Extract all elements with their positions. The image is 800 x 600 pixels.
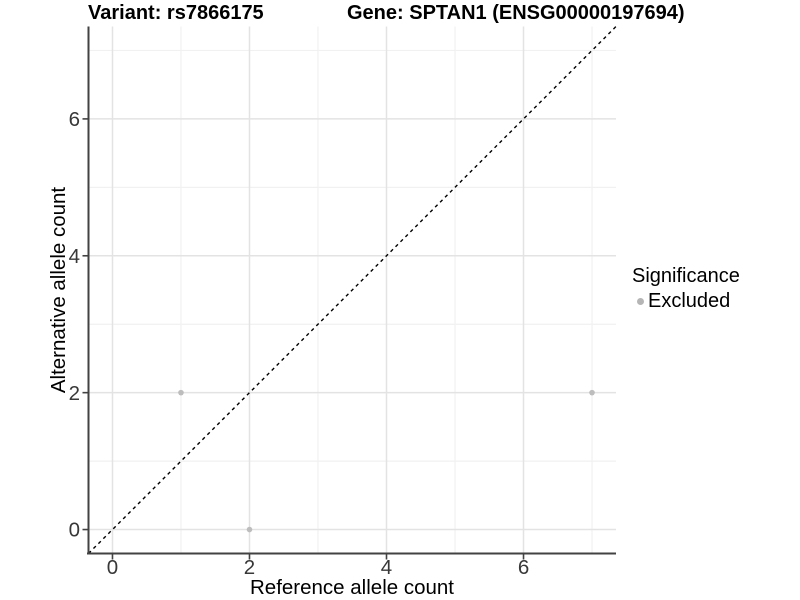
plot-title-variant: Variant: rs7866175	[88, 2, 264, 24]
y-tick-label: 0	[69, 519, 80, 542]
y-axis-title: Alternative allele count	[47, 186, 70, 394]
legend-title: Significance	[632, 265, 740, 287]
legend-item-excluded: Excluded	[632, 290, 740, 313]
legend-item-label: Excluded	[648, 290, 731, 312]
legend-key-dot-icon	[637, 298, 644, 305]
x-tick-label: 0	[107, 556, 118, 579]
y-tick-label: 2	[69, 382, 80, 405]
data-point	[246, 526, 253, 533]
legend: Significance Excluded	[632, 265, 740, 313]
x-tick-label: 2	[244, 556, 255, 579]
plot-title-gene: Gene: SPTAN1 (ENSG00000197694)	[347, 2, 685, 24]
y-tick-label: 6	[69, 108, 80, 131]
data-point	[178, 389, 184, 396]
data-point	[589, 389, 595, 396]
x-axis-title: Reference allele count	[250, 576, 454, 599]
identity-dashed-line	[88, 26, 617, 554]
y-tick-label: 4	[69, 245, 80, 268]
x-tick-label: 4	[381, 556, 392, 579]
x-tick-label: 6	[518, 556, 529, 579]
